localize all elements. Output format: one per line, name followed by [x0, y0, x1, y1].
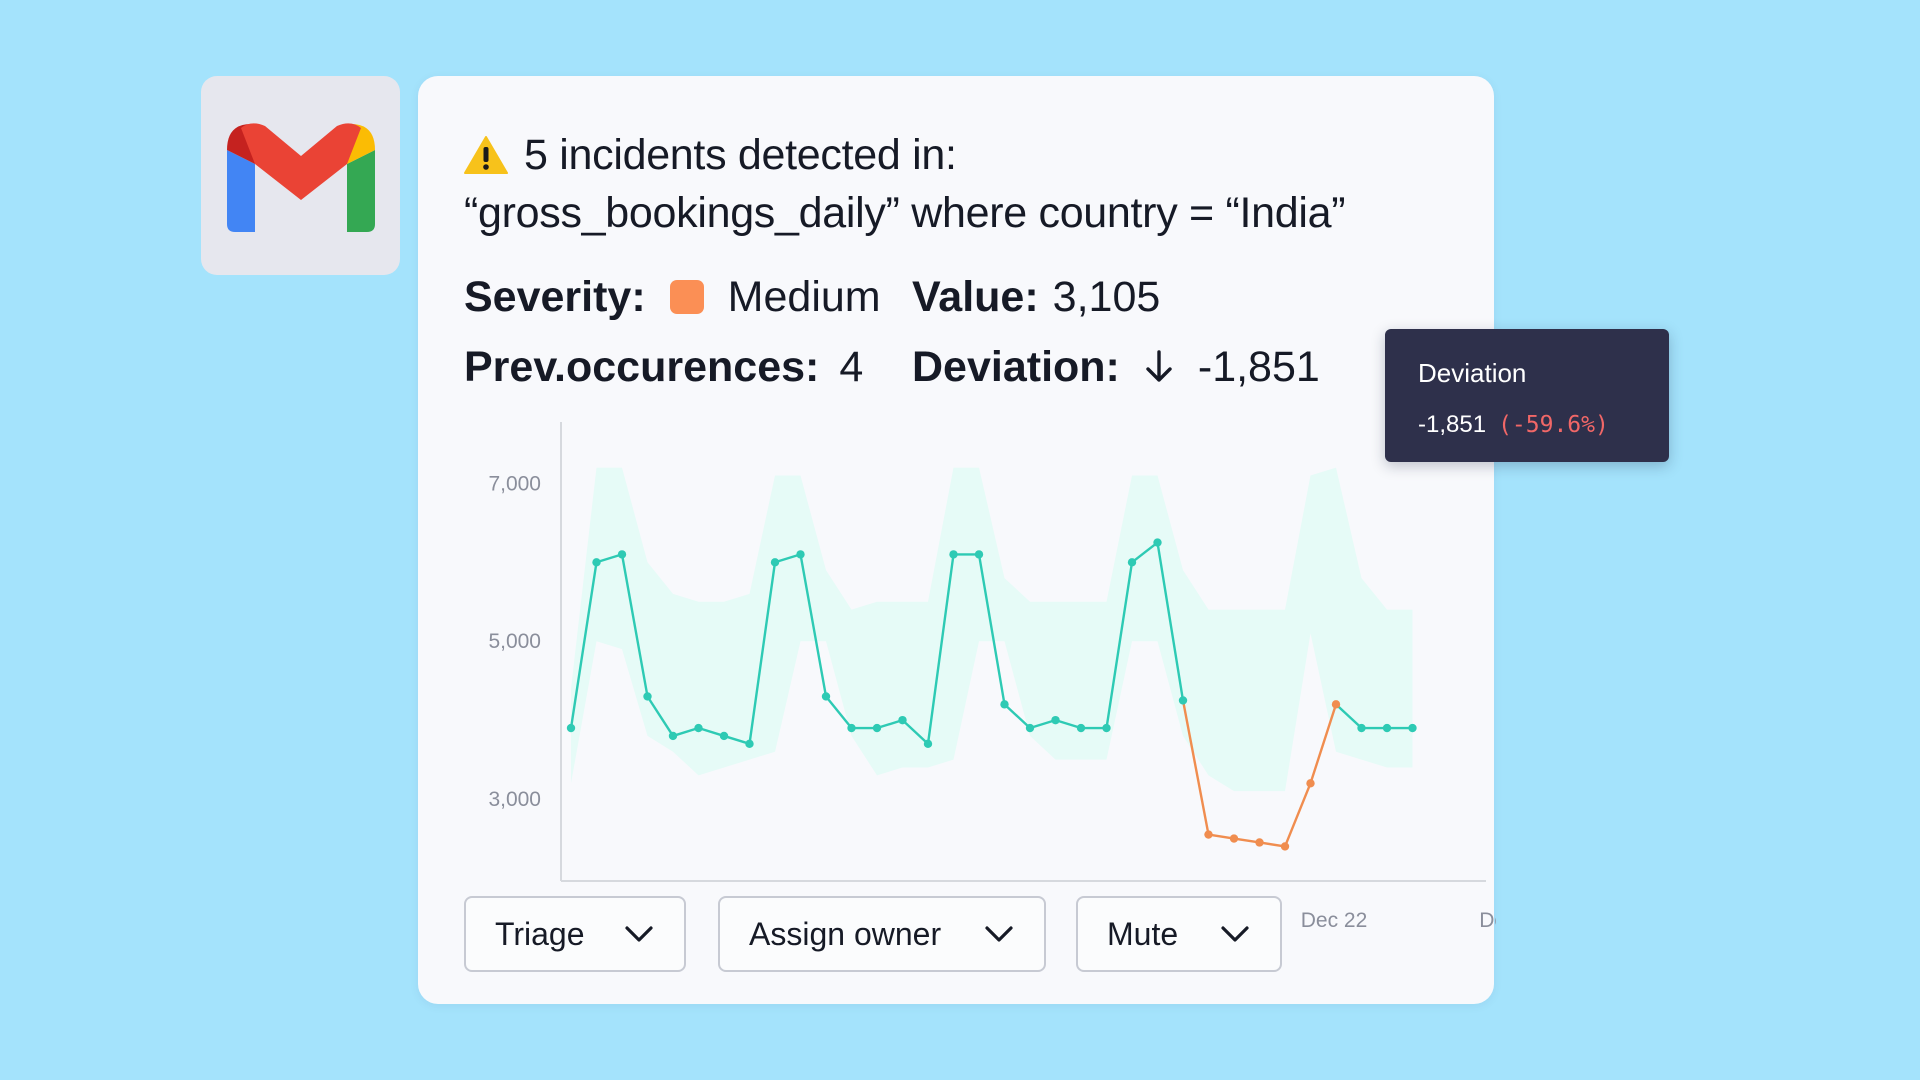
data-point — [1153, 538, 1162, 547]
anomaly-point — [1255, 838, 1264, 847]
severity-label: Severity: — [464, 273, 646, 321]
value-field: Value: 3,105 — [912, 272, 1160, 322]
data-point — [821, 692, 831, 701]
tooltip-percent: (-59.6%) — [1498, 412, 1609, 438]
deviation-field: Deviation: -1,851 — [912, 342, 1320, 392]
chevron-down-icon — [985, 926, 1013, 942]
arrow-down-icon — [1146, 350, 1172, 382]
data-point — [1051, 715, 1060, 725]
title-line-2: “gross_bookings_daily” where country = “… — [464, 189, 1346, 237]
anomaly-point — [1306, 779, 1315, 788]
deviation-value: -1,851 — [1197, 343, 1320, 391]
data-point — [1382, 723, 1392, 733]
data-point — [694, 723, 703, 733]
chevron-down-icon — [1221, 926, 1249, 942]
anomaly-point — [1280, 842, 1290, 851]
recovery-series-line — [1335, 703, 1413, 730]
y-tick-label: 5,000 — [488, 630, 541, 653]
prev-occurrences-value: 4 — [839, 343, 864, 391]
deviation-tooltip: Deviation -1,851 (-59.6%) — [1385, 329, 1669, 462]
data-point — [1025, 723, 1035, 733]
severity-field: Severity: Medium — [464, 272, 881, 322]
incident-title: 5 incidents detected in: “gross_bookings… — [464, 126, 1464, 242]
data-point — [1076, 723, 1086, 733]
data-point — [1178, 696, 1188, 705]
mute-button[interactable]: Mute — [1076, 896, 1282, 972]
y-tick-label: 3,000 — [488, 788, 541, 811]
mute-label: Mute — [1107, 915, 1179, 952]
incident-card: 5 incidents detected in: “gross_bookings… — [418, 76, 1496, 1004]
data-point — [898, 715, 907, 725]
data-point — [974, 550, 984, 559]
data-point — [1357, 723, 1366, 733]
data-point — [949, 550, 958, 559]
app-tile — [201, 76, 400, 275]
value-label: Value: — [912, 273, 1039, 321]
chevron-down-icon — [625, 926, 653, 942]
assign-owner-button[interactable]: Assign owner — [718, 896, 1046, 972]
anomaly-point — [1204, 830, 1213, 839]
triage-button[interactable]: Triage — [464, 896, 686, 972]
data-point — [719, 731, 729, 741]
tooltip-value: -1,851 — [1418, 411, 1487, 438]
data-point — [1102, 723, 1111, 733]
data-point — [668, 731, 678, 741]
tooltip-row: -1,851 (-59.6%) — [1418, 409, 1609, 441]
data-point — [643, 692, 652, 701]
data-point — [1127, 558, 1137, 567]
anomaly-point — [1331, 700, 1341, 709]
severity-swatch — [669, 280, 704, 314]
data-point — [923, 739, 933, 749]
tooltip-title: Deviation — [1418, 358, 1527, 388]
prev-occurrences-field: Prev.occurences: 4 — [464, 342, 863, 392]
prev-occurrences-label: Prev.occurences: — [464, 343, 820, 391]
data-point — [770, 558, 780, 567]
data-point — [847, 723, 856, 733]
data-point — [592, 558, 601, 567]
data-point — [617, 550, 627, 559]
value-value: 3,105 — [1052, 273, 1161, 321]
title-line-1: 5 incidents detected in: — [524, 131, 957, 179]
data-point — [872, 723, 882, 733]
data-point — [1408, 723, 1417, 733]
y-tick-label: 7,000 — [488, 472, 541, 495]
anomaly-point — [1229, 834, 1239, 843]
deviation-label: Deviation: — [912, 343, 1120, 391]
data-point — [1000, 700, 1009, 709]
triage-label: Triage — [495, 915, 585, 952]
warning-icon — [464, 136, 508, 174]
data-point — [745, 739, 754, 749]
severity-value: Medium — [727, 273, 881, 321]
assign-owner-label: Assign owner — [749, 915, 942, 952]
data-point — [566, 723, 576, 733]
data-point — [796, 550, 805, 559]
x-tick-label: Dec 29 — [1479, 909, 1496, 932]
gmail-icon — [226, 122, 375, 232]
x-tick-label: Dec 22 — [1301, 909, 1368, 932]
